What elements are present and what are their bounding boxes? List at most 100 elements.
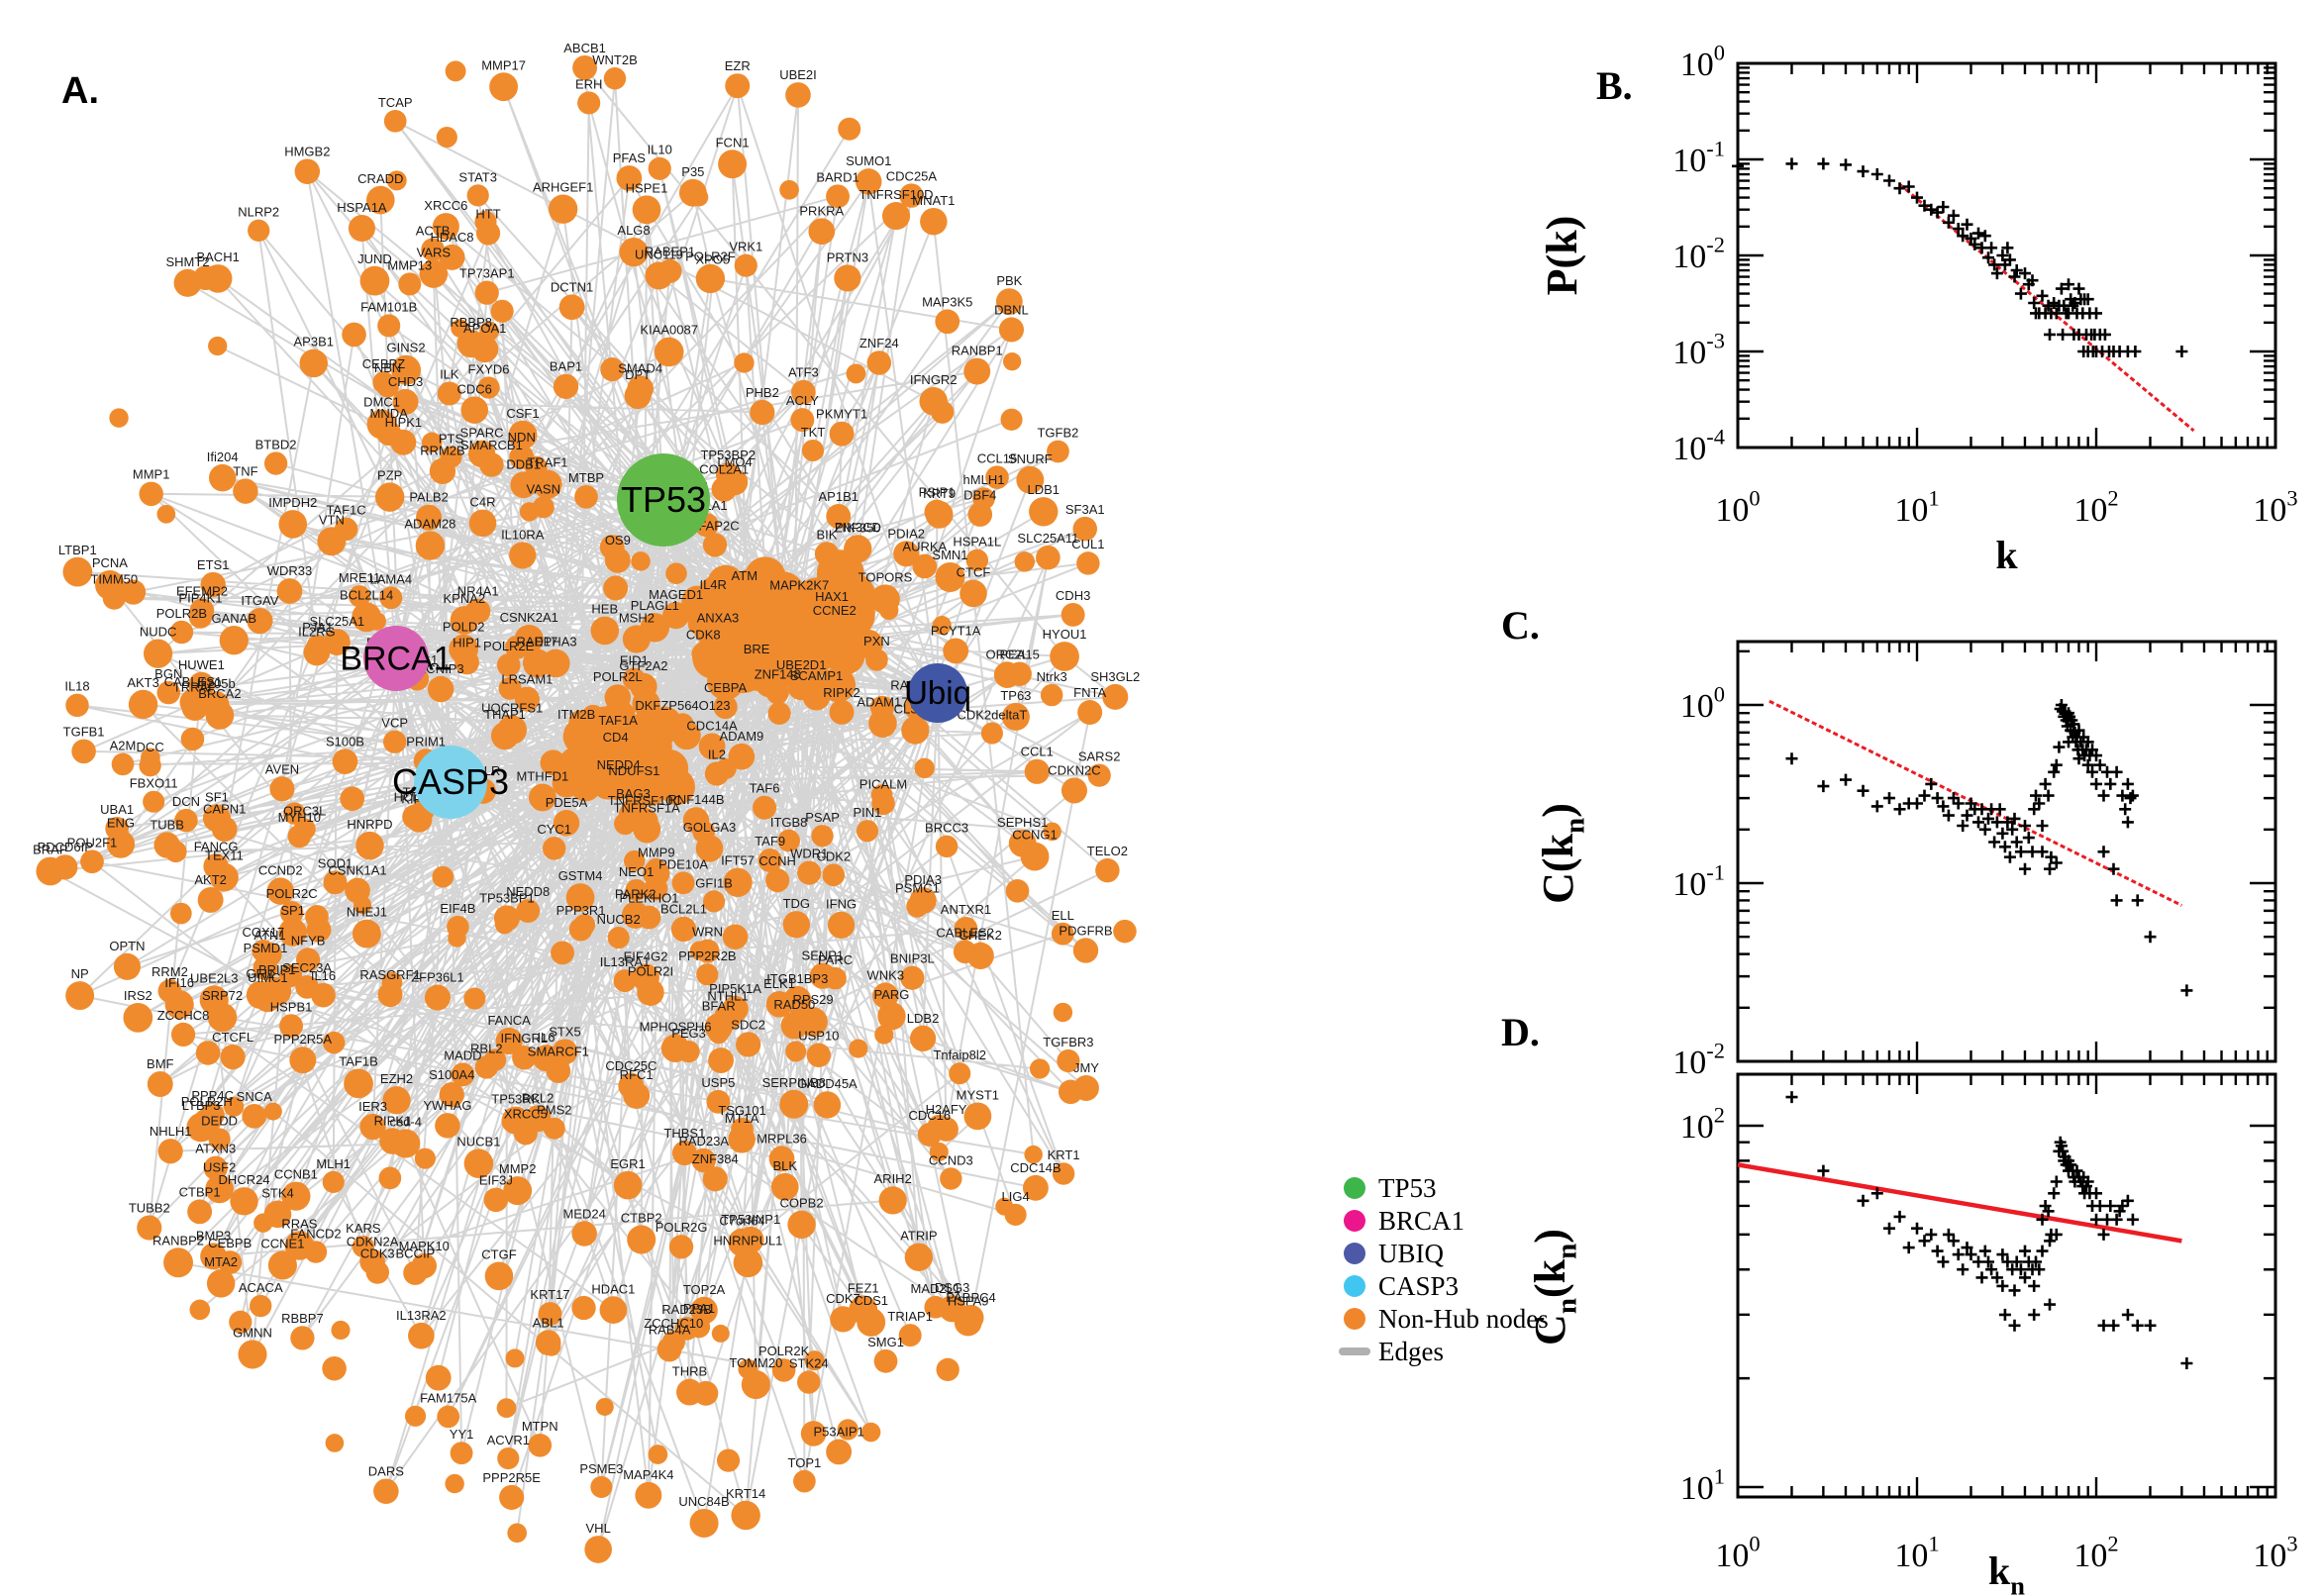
network-node	[929, 1142, 949, 1161]
network-node-label: BRCA2	[198, 686, 241, 701]
network-node-label: RNF144B	[667, 792, 724, 807]
network-node-label: UNC84B	[678, 1494, 729, 1509]
network-node-label: SLC25A11	[1017, 531, 1078, 546]
network-node-label: ACVR1	[487, 1433, 530, 1447]
network-node-label: TNFRSF10C	[608, 793, 682, 808]
network-node-label: CHD3	[388, 374, 423, 389]
network-node-label: EID1	[620, 653, 649, 668]
network-node	[250, 1294, 272, 1318]
network-node-label: GTF2A2	[619, 658, 667, 673]
network-node	[195, 1041, 221, 1065]
network-node	[451, 1062, 475, 1087]
network-node-label: KRT17	[530, 1287, 569, 1302]
network-node	[197, 887, 224, 913]
network-node-label: Ifi204	[207, 449, 239, 464]
network-node-label: TP53INP1	[721, 1212, 780, 1227]
network-node-label: SHMT2	[166, 254, 210, 269]
network-node	[223, 1096, 245, 1117]
network-node-label: COL2A1	[699, 461, 749, 476]
network-node-label: SEPHS1	[997, 815, 1048, 830]
network-node	[454, 649, 479, 675]
network-node-label: THBS1	[663, 1126, 705, 1141]
network-node-label: ARHGEF1	[533, 179, 593, 194]
network-node	[731, 1500, 760, 1531]
network-node	[208, 336, 228, 356]
hub-node-ubiq	[908, 663, 967, 723]
y-tick-label: 10-2	[1672, 1039, 1725, 1081]
network-node-label: CYC1	[537, 822, 571, 837]
network-node-label: PCYT1A	[931, 623, 981, 638]
network-node-label: DDB1	[506, 456, 541, 471]
network-node-label: TIMM50	[90, 572, 138, 587]
network-node-label: YWHAG	[423, 1098, 471, 1113]
hub-label-tp53: TP53	[621, 479, 706, 520]
network-node-labels: MPHOSPH6 MNDA Ifi205b POLR2B POLR2C POLR2F POL…	[33, 41, 1140, 1536]
network-node	[872, 982, 899, 1009]
network-node	[713, 694, 738, 720]
network-node-label: HIP1	[453, 636, 481, 650]
network-node-label: TAF9	[755, 834, 785, 848]
network-node	[432, 213, 459, 241]
network-node	[355, 831, 384, 860]
network-node-label: WDR1	[790, 847, 828, 861]
network-node	[635, 1481, 662, 1509]
network-node-label: TGFB2	[1037, 426, 1078, 441]
network-node	[671, 713, 694, 736]
network-node	[169, 902, 192, 925]
network-node-label: TAF6	[750, 781, 780, 796]
network-node-label: CDC6	[457, 381, 492, 396]
network-node	[965, 549, 989, 572]
network-node	[65, 981, 95, 1011]
network-node	[379, 1128, 406, 1154]
network-node-label: ACTB	[416, 223, 451, 238]
network-node	[147, 1071, 173, 1097]
network-node-label: ELL	[1052, 908, 1074, 923]
network-node	[538, 1302, 562, 1327]
network-node-label: CDK8	[686, 628, 721, 643]
network-node	[698, 733, 726, 760]
network-node	[953, 940, 977, 964]
network-node-label: GMNN	[233, 1325, 272, 1340]
network-node-label: UQCRFS1	[481, 700, 543, 715]
network-node	[163, 1247, 194, 1278]
network-node	[230, 1187, 258, 1216]
network-node	[468, 509, 497, 538]
network-node-label: ATM	[732, 568, 758, 583]
network-node	[111, 752, 135, 776]
network-node	[702, 533, 728, 557]
network-node	[139, 481, 163, 507]
network-node	[811, 825, 834, 848]
network-node-label: MTA2	[204, 1254, 238, 1269]
network-node-label: POLR2F	[685, 249, 736, 264]
network-node	[516, 899, 541, 924]
plot-frame	[1736, 640, 2277, 1063]
network-node	[856, 820, 879, 843]
network-node	[489, 72, 519, 102]
legend-label: TP53	[1378, 1173, 1437, 1203]
network-node-label: MNDA	[370, 406, 409, 421]
network-node	[205, 701, 235, 730]
network-node	[290, 1326, 315, 1350]
network-node-label: THRB	[672, 1364, 707, 1379]
network-node-label: COPB2	[780, 1196, 824, 1211]
network-node	[765, 990, 793, 1018]
network-node	[509, 542, 537, 569]
network-node	[208, 463, 237, 492]
network-node	[416, 504, 443, 531]
network-node-label: POU2F1	[67, 835, 118, 849]
network-node	[790, 408, 815, 433]
network-node	[323, 870, 348, 895]
network-node-label: TOMM20	[729, 1355, 782, 1370]
network-node-label: SCAMP1	[790, 668, 843, 683]
network-node-label: XPO5	[695, 252, 730, 267]
network-node-label: HMGB2	[284, 144, 330, 158]
network-node	[678, 178, 707, 207]
hub-node-tp53	[617, 453, 710, 547]
network-node-label: MMP1	[133, 467, 170, 482]
scatter-points	[1785, 1091, 2193, 1369]
network-node	[323, 1031, 346, 1054]
network-node	[963, 1102, 992, 1131]
network-node	[419, 259, 449, 288]
network-node	[703, 625, 733, 653]
